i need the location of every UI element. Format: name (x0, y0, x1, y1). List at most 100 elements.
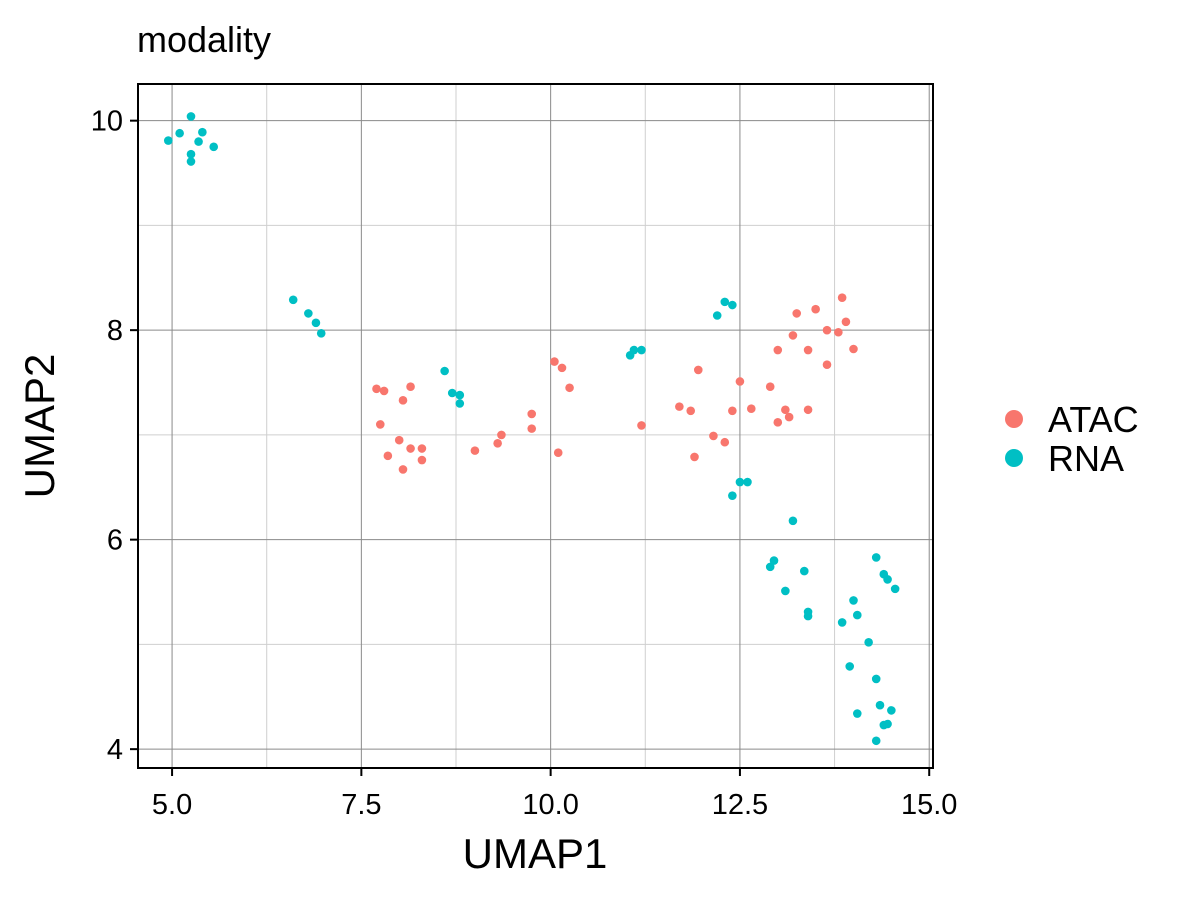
atac-point (675, 402, 684, 411)
rna-point (743, 477, 752, 487)
rna-point (175, 128, 184, 138)
atac-point (773, 418, 783, 427)
atac-point (470, 446, 480, 455)
atac-point (550, 357, 559, 366)
rna-point (845, 662, 855, 671)
y-tick-label: 4 (107, 734, 123, 766)
rna-point (879, 720, 889, 730)
rna-point (735, 477, 745, 487)
atac-point (720, 437, 730, 447)
x-tick-label: 7.5 (341, 789, 381, 821)
atac-point (735, 377, 745, 386)
atac-point (773, 345, 783, 355)
legend-key-atac (1005, 410, 1023, 428)
atac-point (527, 409, 537, 419)
rna-point (637, 345, 646, 355)
atac-point (527, 424, 537, 433)
atac-point (693, 365, 703, 375)
rna-point (629, 345, 639, 355)
atac-point (686, 406, 696, 416)
atac-point (557, 363, 567, 373)
atac-point (398, 396, 408, 405)
rna-point (440, 366, 449, 376)
rna-point (316, 328, 326, 338)
atac-point (637, 421, 646, 430)
legend-label-rna: RNA (1048, 438, 1124, 479)
rna-point (186, 149, 196, 159)
legend-key-rna (1005, 449, 1023, 467)
atac-point (781, 405, 790, 415)
rna-point (765, 562, 775, 572)
atac-point (565, 383, 574, 393)
rna-point (186, 112, 196, 121)
rna-point (852, 709, 862, 718)
y-tick-label: 10 (91, 106, 123, 138)
atac-point (383, 451, 393, 461)
rna-point (455, 399, 465, 408)
y-tick-label: 8 (107, 315, 123, 347)
atac-point (788, 331, 798, 340)
atac-point (834, 327, 843, 337)
atac-point (746, 404, 756, 414)
atac-point (822, 325, 832, 335)
x-tick-label: 5.0 (152, 789, 192, 821)
plot-title: modality (137, 19, 271, 60)
grid-layer (138, 84, 933, 768)
rna-point (799, 566, 809, 576)
rna-point (871, 553, 881, 562)
atac-point (765, 382, 775, 392)
x-tick-label: 10.0 (522, 789, 578, 821)
plot-panel-border (137, 83, 934, 769)
atac-point (811, 304, 820, 314)
atac-point (379, 386, 389, 396)
rna-point (186, 157, 196, 166)
points-layer (163, 112, 900, 746)
rna-point (720, 297, 730, 307)
x-tick-label: 15.0 (901, 789, 957, 821)
rna-point (871, 736, 881, 746)
rna-point (769, 556, 779, 565)
atac-point (728, 406, 737, 416)
atac-point (493, 438, 502, 448)
axis-layer: 5.0 7.5 10.0 12.5 15.0 4 6 8 10 (91, 106, 958, 821)
rna-point (871, 674, 881, 684)
rna-point (864, 638, 873, 647)
atac-point (375, 420, 385, 429)
atac-point (553, 448, 563, 458)
atac-point (417, 455, 427, 465)
atac-point (406, 382, 415, 392)
legend-label-atac: ATAC (1048, 399, 1139, 440)
atac-point (803, 405, 813, 415)
y-axis-title: UMAP2 (16, 354, 63, 499)
atac-point (784, 412, 794, 422)
atac-point (837, 293, 847, 302)
rna-point (803, 611, 813, 621)
rna-point (728, 491, 737, 500)
rna-point (455, 390, 465, 400)
atac-point (792, 309, 802, 318)
atac-point (372, 384, 381, 394)
atac-point (841, 317, 851, 327)
atac-point (803, 345, 813, 355)
rna-point (163, 136, 173, 145)
x-tick-label: 12.5 (712, 789, 768, 821)
rna-point (311, 318, 321, 328)
rna-point (712, 311, 722, 320)
y-tick-label: 6 (107, 525, 123, 557)
rna-point (890, 584, 900, 594)
atac-point (394, 435, 404, 445)
rna-point (194, 137, 203, 146)
rna-point (852, 610, 862, 620)
atac-point (417, 444, 427, 453)
rna-point (781, 586, 790, 596)
rna-point (728, 300, 737, 310)
atac-point (822, 360, 832, 370)
rna-point (288, 295, 298, 305)
atac-point (849, 344, 858, 354)
atac-point (398, 465, 408, 474)
rna-point (883, 575, 892, 584)
rna-point (875, 700, 885, 710)
